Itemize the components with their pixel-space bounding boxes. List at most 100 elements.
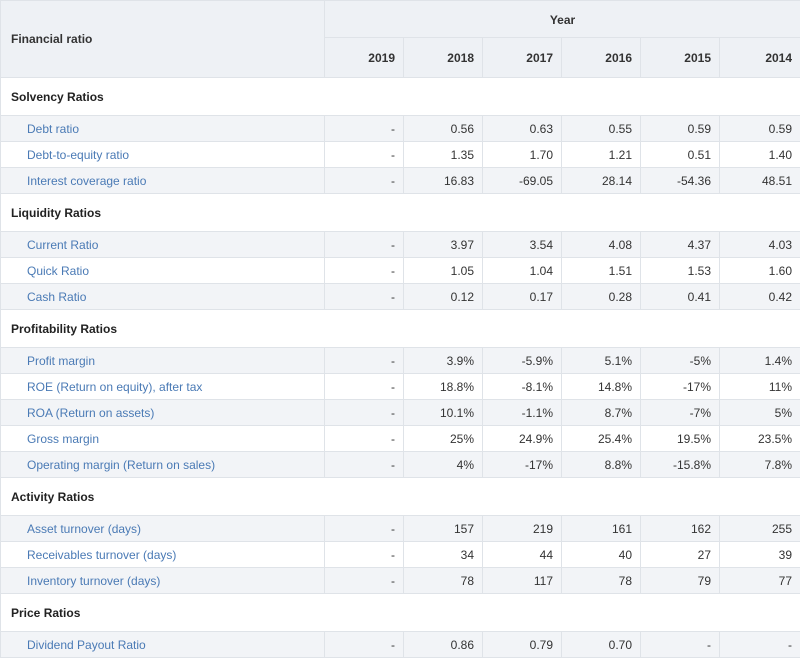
value-cell: -8.1% xyxy=(482,373,562,400)
value-cell: 8.7% xyxy=(561,399,641,426)
value-cell: 0.59 xyxy=(718,115,800,142)
value-cell: 0.79 xyxy=(482,631,562,658)
table-row: Asset turnover (days) -157 219 161 162 255 xyxy=(0,515,800,542)
year-header-cell: 2016 xyxy=(561,37,641,78)
ratio-link[interactable]: Asset turnover (days) xyxy=(0,515,325,542)
table-row: Debt ratio -0.56 0.63 0.55 0.59 0.59 xyxy=(0,115,800,142)
value-cell: 161 xyxy=(561,515,641,542)
ratio-link[interactable]: Operating margin (Return on sales) xyxy=(0,451,325,478)
value-cell: 78 xyxy=(561,567,641,594)
value-cell: - xyxy=(324,425,404,452)
value-cell: 0.42 xyxy=(718,283,800,310)
value-cell: 44 xyxy=(482,541,562,568)
table-row: Quick Ratio -1.05 1.04 1.51 1.53 1.60 xyxy=(0,257,800,284)
ratio-link[interactable]: Inventory turnover (days) xyxy=(0,567,325,594)
ratio-link[interactable]: ROA (Return on assets) xyxy=(0,399,325,426)
value-cell: 1.04 xyxy=(482,257,562,284)
table-row: Current Ratio -3.97 3.54 4.08 4.37 4.03 xyxy=(0,231,800,258)
value-cell: 3.54 xyxy=(482,231,562,258)
section-title: Solvency Ratios xyxy=(0,77,800,116)
ratio-link[interactable]: Gross margin xyxy=(0,425,325,452)
table-row: Cash Ratio -0.12 0.17 0.28 0.41 0.42 xyxy=(0,283,800,310)
value-cell: - xyxy=(324,347,404,374)
table-row: Debt-to-equity ratio -1.35 1.70 1.21 0.51 1.4… xyxy=(0,141,800,168)
table-row: Receivables turnover (days) -34 44 40 27 39 xyxy=(0,541,800,568)
value-cell: -5.9% xyxy=(482,347,562,374)
table-header: Financial ratio Year 2019 2018 2017 2016 201… xyxy=(0,0,800,78)
value-cell: 48.51 xyxy=(718,167,800,194)
section-row: Liquidity Ratios xyxy=(0,193,800,232)
value-cell: 157 xyxy=(403,515,483,542)
value-cell: 7.8% xyxy=(718,451,800,478)
value-cell: - xyxy=(324,373,404,400)
section-row: Profitability Ratios xyxy=(0,309,800,348)
value-cell: -17% xyxy=(482,451,562,478)
ratio-link[interactable]: Quick Ratio xyxy=(0,257,325,284)
value-cell: 5.1% xyxy=(561,347,641,374)
year-header-cell: 2015 xyxy=(640,37,720,78)
value-cell: 1.21 xyxy=(561,141,641,168)
value-cell: 1.70 xyxy=(482,141,562,168)
table-row: Profit margin -3.9% -5.9% 5.1% -5% 1.4% xyxy=(0,347,800,374)
ratio-link[interactable]: Interest coverage ratio xyxy=(0,167,325,194)
section-title: Liquidity Ratios xyxy=(0,193,800,232)
ratio-link[interactable]: Dividend Payout Ratio xyxy=(0,631,325,658)
ratio-link[interactable]: Debt ratio xyxy=(0,115,325,142)
value-cell: 4.08 xyxy=(561,231,641,258)
section-row: Price Ratios xyxy=(0,593,800,632)
value-cell: 77 xyxy=(718,567,800,594)
ratio-link[interactable]: Current Ratio xyxy=(0,231,325,258)
ratio-link[interactable]: Debt-to-equity ratio xyxy=(0,141,325,168)
value-cell: - xyxy=(324,231,404,258)
table-body: Solvency Ratios Debt ratio -0.56 0.63 0.55 0.… xyxy=(0,77,800,658)
value-cell: 25.4% xyxy=(561,425,641,452)
value-cell: - xyxy=(324,631,404,658)
value-cell: 0.17 xyxy=(482,283,562,310)
year-header-cell: 2017 xyxy=(482,37,562,78)
ratio-link[interactable]: ROE (Return on equity), after tax xyxy=(0,373,325,400)
value-cell: - xyxy=(324,167,404,194)
value-cell: 162 xyxy=(640,515,720,542)
value-cell: -69.05 xyxy=(482,167,562,194)
table-row: Gross margin -25% 24.9% 25.4% 19.5% 23.5% xyxy=(0,425,800,452)
value-cell: -5% xyxy=(640,347,720,374)
value-cell: - xyxy=(324,283,404,310)
financial-ratio-table: Financial ratio Year 2019 2018 2017 2016 201… xyxy=(0,0,800,658)
value-cell: 14.8% xyxy=(561,373,641,400)
value-cell: -54.36 xyxy=(640,167,720,194)
value-cell: 255 xyxy=(718,515,800,542)
value-cell: 117 xyxy=(482,567,562,594)
header-financial-ratio: Financial ratio xyxy=(0,0,325,78)
value-cell: 0.56 xyxy=(403,115,483,142)
value-cell: - xyxy=(324,257,404,284)
value-cell: 0.12 xyxy=(403,283,483,310)
value-cell: 16.83 xyxy=(403,167,483,194)
value-cell: 0.28 xyxy=(561,283,641,310)
ratio-link[interactable]: Receivables turnover (days) xyxy=(0,541,325,568)
section-title: Profitability Ratios xyxy=(0,309,800,348)
value-cell: 1.60 xyxy=(718,257,800,284)
value-cell: 0.86 xyxy=(403,631,483,658)
value-cell: 25% xyxy=(403,425,483,452)
value-cell: 0.51 xyxy=(640,141,720,168)
year-header-cell: 2018 xyxy=(403,37,483,78)
value-cell: 4% xyxy=(403,451,483,478)
value-cell: -7% xyxy=(640,399,720,426)
value-cell: - xyxy=(718,631,800,658)
value-cell: 78 xyxy=(403,567,483,594)
value-cell: - xyxy=(324,541,404,568)
value-cell: 0.41 xyxy=(640,283,720,310)
ratio-link[interactable]: Cash Ratio xyxy=(0,283,325,310)
value-cell: 1.40 xyxy=(718,141,800,168)
value-cell: - xyxy=(324,515,404,542)
section-row: Solvency Ratios xyxy=(0,77,800,116)
value-cell: 79 xyxy=(640,567,720,594)
value-cell: 39 xyxy=(718,541,800,568)
section-title: Price Ratios xyxy=(0,593,800,632)
value-cell: 23.5% xyxy=(718,425,800,452)
value-cell: 11% xyxy=(718,373,800,400)
ratio-link[interactable]: Profit margin xyxy=(0,347,325,374)
value-cell: 1.35 xyxy=(403,141,483,168)
table-row: Interest coverage ratio -16.83 -69.05 28.14… xyxy=(0,167,800,194)
value-cell: -15.8% xyxy=(640,451,720,478)
